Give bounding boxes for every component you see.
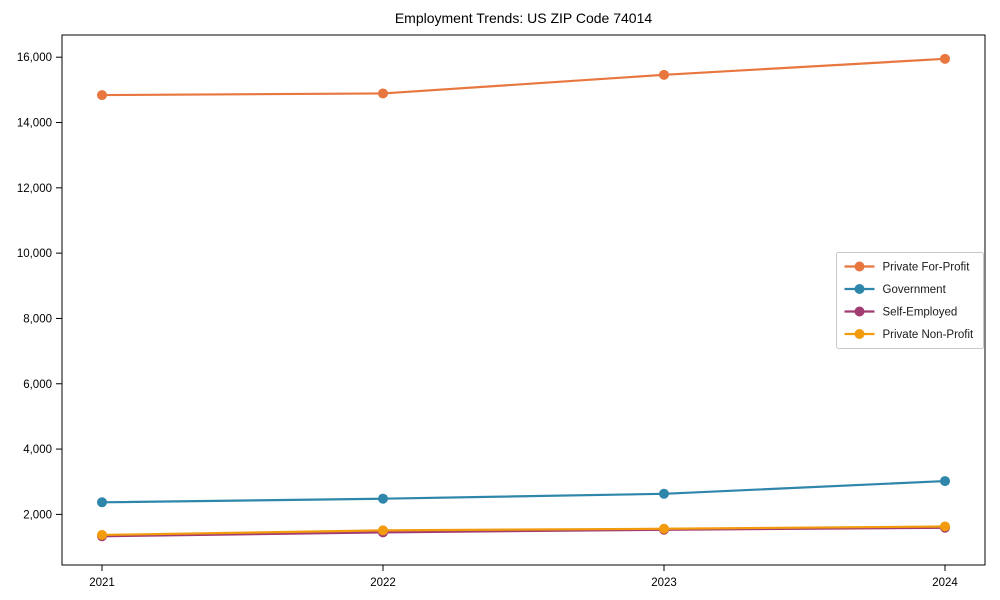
legend-item-government: Government xyxy=(844,284,947,296)
data-point-private-for-profit-2021 xyxy=(97,90,107,101)
legend-label: Self-Employed xyxy=(883,307,958,319)
legend-label: Government xyxy=(883,284,947,296)
data-point-private-non-profit-2023 xyxy=(659,523,669,534)
y-axis: 2,000 4,000 6,000 8,000 10,000 12,000 14,000 16… xyxy=(17,52,62,521)
series-private-non-profit xyxy=(97,521,950,540)
series-line-government xyxy=(100,479,947,504)
y-tick-label: 4,000 xyxy=(23,444,52,456)
data-point-government-2021 xyxy=(97,497,107,508)
data-point-private-for-profit-2024 xyxy=(940,53,950,64)
chart-title: Employment Trends: US ZIP Code 74014 xyxy=(394,10,653,26)
legend-item-private-for-profit: Private For-Profit xyxy=(844,261,971,274)
x-tick-label: 2022 xyxy=(370,577,396,589)
legend-box xyxy=(836,252,984,349)
data-point-private-non-profit-2022 xyxy=(378,525,388,536)
y-tick-label: 16,000 xyxy=(17,52,52,64)
data-point-private-for-profit-2022 xyxy=(378,88,388,99)
y-tick-label: 8,000 xyxy=(23,313,52,325)
series-government xyxy=(97,476,950,508)
legend-marker-icon xyxy=(854,261,865,272)
legend-marker-icon xyxy=(854,306,865,317)
plot-border xyxy=(61,34,986,566)
series-line-self-employed xyxy=(100,526,947,538)
data-point-private-non-profit-2024 xyxy=(940,521,950,532)
y-tick-label: 14,000 xyxy=(17,118,52,130)
data-point-government-2024 xyxy=(940,476,950,487)
legend-marker-icon xyxy=(854,329,865,339)
x-tick-label: 2021 xyxy=(89,577,115,589)
legend-marker-icon xyxy=(854,284,865,294)
x-tick-label: 2024 xyxy=(932,577,958,589)
data-point-private-for-profit-2023 xyxy=(659,69,669,80)
y-tick-label: 6,000 xyxy=(23,379,52,391)
data-point-government-2023 xyxy=(659,488,669,499)
y-tick-label: 10,000 xyxy=(17,248,52,260)
series-line-private-non-profit xyxy=(100,525,947,537)
series-private-for-profit xyxy=(97,53,950,101)
x-tick-label: 2023 xyxy=(651,577,677,589)
y-tick-label: 2,000 xyxy=(23,509,52,521)
series-line-private-for-profit xyxy=(100,57,947,97)
y-tick-label: 12,000 xyxy=(17,183,52,195)
legend: Private For-Profit Government Self-Employe… xyxy=(836,252,984,349)
legend-label: Private For-Profit xyxy=(883,262,971,274)
legend-item-self-employed: Self-Employed xyxy=(844,306,958,319)
legend-item-private-non-profit: Private Non-Profit xyxy=(844,329,975,341)
legend-label: Private Non-Profit xyxy=(883,329,975,341)
data-point-private-non-profit-2021 xyxy=(97,529,107,540)
data-point-government-2022 xyxy=(378,493,388,504)
x-axis: 2021 2022 2023 2024 xyxy=(89,565,958,589)
